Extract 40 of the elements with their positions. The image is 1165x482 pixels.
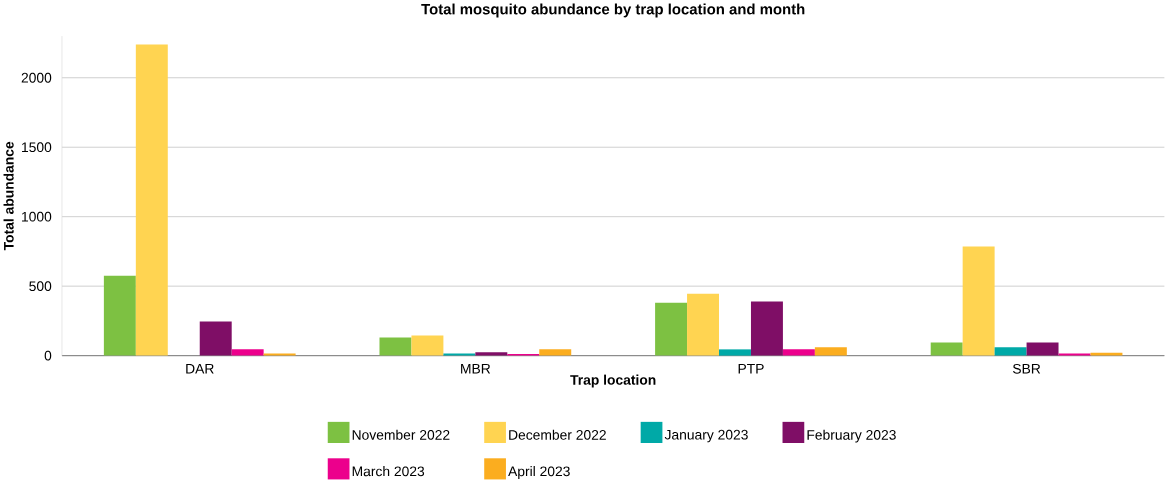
y-axis-title: Total abundance [3,141,14,251]
bar [719,349,751,356]
bar [687,293,720,356]
legend-label: March 2023 [352,466,425,477]
bar [782,349,815,356]
legend-label: November 2022 [352,429,450,440]
bar [962,246,995,356]
bar [135,44,168,356]
bar [379,337,412,356]
bar [1026,342,1059,356]
bar [231,349,264,356]
bar [994,347,1027,356]
y-tick-label: 1000 [22,211,52,222]
y-tick-label: 1500 [22,142,52,153]
legend-label: April 2023 [508,466,570,480]
bar [539,349,572,356]
legend-label: December 2022 [509,429,606,440]
legend-label: January 2023 [664,429,748,443]
legend-label: February 2023 [807,429,896,443]
bar [443,353,476,356]
x-tick-label: DAR [186,363,214,374]
bar [263,353,296,356]
bar [199,321,232,356]
bar [475,352,508,356]
y-tick-label: 0 [44,350,52,361]
bar [655,302,688,356]
x-tick-label: SBR [1012,363,1041,374]
bar [1058,353,1091,356]
chart-title: Total mosquito abundance by trap location and month [421,3,805,18]
bar [930,342,963,356]
y-tick-label: 2000 [21,72,52,83]
x-tick-label: MBR [461,363,491,374]
y-tick-label: 500 [29,281,52,292]
bar [103,275,136,356]
bar [411,335,444,356]
x-axis-title: Trap location [570,374,656,388]
bar [1090,352,1123,356]
x-tick-label: PTP [738,363,764,374]
bar [750,301,783,356]
bar [814,347,847,356]
